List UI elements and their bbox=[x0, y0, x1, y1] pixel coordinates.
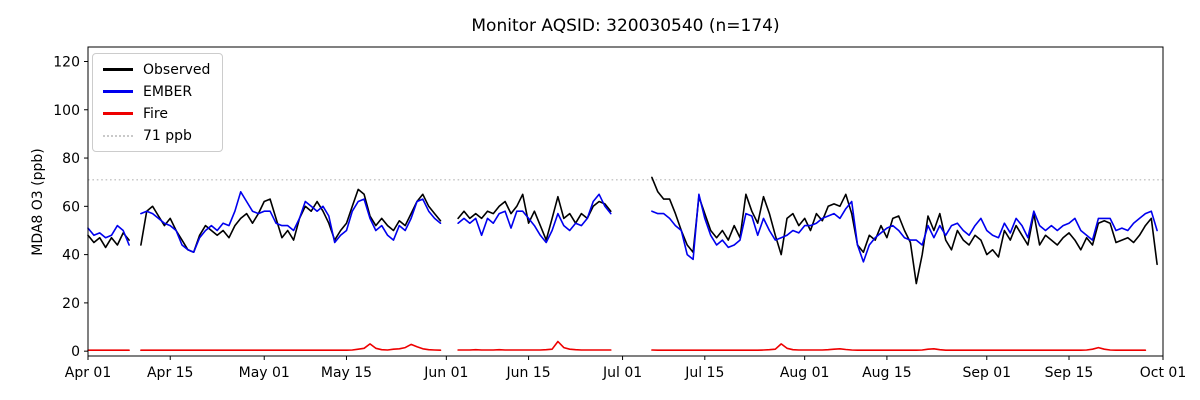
legend-label-threshold: 71 ppb bbox=[143, 127, 192, 144]
ember-line-swatch bbox=[103, 90, 133, 93]
y-tick-label: 40 bbox=[62, 248, 80, 264]
y-tick-label: 0 bbox=[71, 344, 80, 360]
x-tick-label: May 01 bbox=[239, 365, 290, 381]
axes-frame bbox=[87, 46, 1164, 357]
x-tick-label: Aug 15 bbox=[862, 365, 912, 381]
threshold-line-swatch bbox=[103, 134, 133, 137]
y-tick-label: 120 bbox=[53, 54, 80, 70]
x-tick-label: Jul 01 bbox=[602, 365, 642, 381]
y-tick-label: 20 bbox=[62, 296, 80, 312]
x-tick-label: Apr 01 bbox=[65, 365, 111, 381]
x-tick-label: May 15 bbox=[321, 365, 372, 381]
legend-label-observed: Observed bbox=[143, 61, 211, 78]
y-tick-label: 80 bbox=[62, 151, 80, 167]
series-fire-line bbox=[87, 340, 1147, 351]
x-tick-label: Sep 15 bbox=[1045, 365, 1094, 381]
legend-item-fire: Fire bbox=[103, 105, 210, 122]
x-tick-label: Apr 15 bbox=[147, 365, 193, 381]
series-ember-line bbox=[87, 191, 1158, 263]
x-tick-label: Jun 15 bbox=[506, 365, 551, 381]
x-tick-label: Aug 01 bbox=[780, 365, 830, 381]
legend-item-threshold: 71 ppb bbox=[103, 127, 210, 144]
legend-label-ember: EMBER bbox=[143, 83, 193, 100]
legend-item-observed: Observed bbox=[103, 61, 210, 78]
legend-label-fire: Fire bbox=[143, 105, 168, 122]
chart-title: Monitor AQSID: 320030540 (n=174) bbox=[471, 16, 780, 36]
legend-item-ember: EMBER bbox=[103, 83, 210, 100]
legend: Observed EMBER Fire 71 ppb bbox=[92, 53, 224, 152]
x-tick-label: Jun 01 bbox=[423, 365, 468, 381]
x-tick-label: Sep 01 bbox=[962, 365, 1011, 381]
y-tick-label: 100 bbox=[53, 103, 80, 119]
series-observed-line bbox=[87, 176, 1158, 285]
fire-line-swatch bbox=[103, 112, 133, 115]
observed-line-swatch bbox=[103, 68, 133, 71]
y-tick-label: 60 bbox=[62, 199, 80, 215]
x-tick-label: Oct 01 bbox=[1140, 365, 1186, 381]
x-tick-label: Jul 15 bbox=[684, 365, 724, 381]
